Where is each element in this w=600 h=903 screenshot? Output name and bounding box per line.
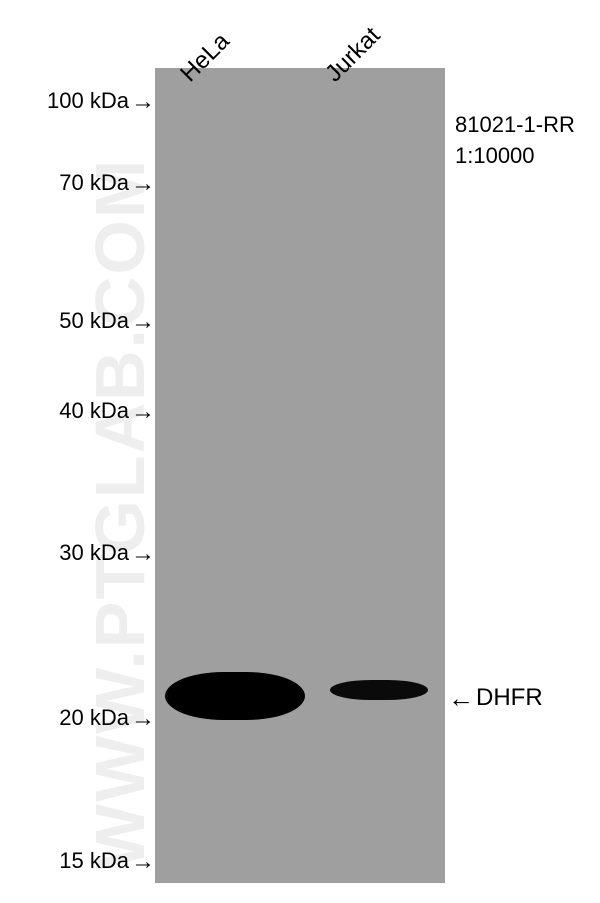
watermark: WWW.PTGLAB.COM: [80, 158, 160, 870]
mw-marker-70: 70 kDa→: [20, 170, 155, 198]
mw-marker-30: 30 kDa→: [20, 540, 155, 568]
mw-marker-15: 15 kDa→: [20, 848, 155, 876]
mw-marker-40: 40 kDa→: [20, 398, 155, 426]
band-hela-dhfr: [165, 672, 305, 720]
target-label-dhfr: ←DHFR: [448, 683, 543, 714]
mw-marker-50: 50 kDa→: [20, 308, 155, 336]
antibody-dilution: 1:10000: [455, 141, 575, 172]
left-arrow-icon: ←: [448, 683, 474, 714]
mw-marker-100: 100 kDa→: [20, 88, 155, 116]
antibody-info: 81021-1-RR 1:10000: [455, 110, 575, 172]
western-blot-figure: WWW.PTGLAB.COM HeLa Jurkat 100 kDa→ 70 k…: [0, 0, 600, 903]
mw-marker-20: 20 kDa→: [20, 705, 155, 733]
antibody-catalog: 81021-1-RR: [455, 110, 575, 141]
blot-membrane: [155, 68, 445, 883]
band-jurkat-dhfr: [330, 680, 428, 700]
